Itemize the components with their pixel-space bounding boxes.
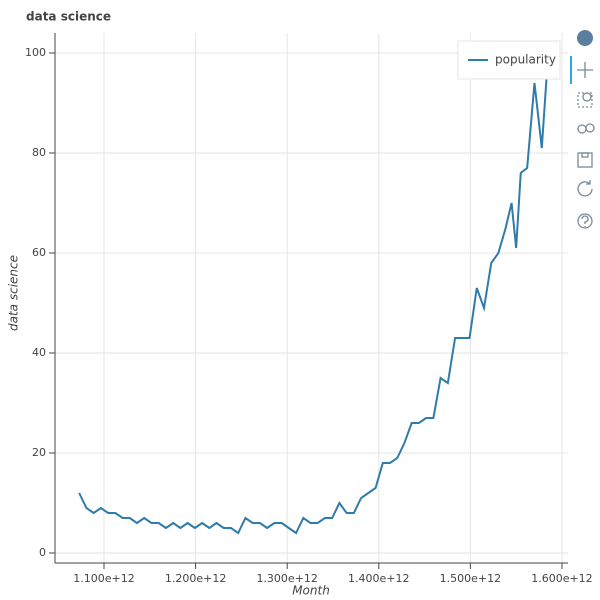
- pan-tool[interactable]: [577, 62, 593, 78]
- y-tick-label: 40: [32, 346, 46, 359]
- x-tick-label: 1.300e+12: [256, 572, 317, 585]
- y-tick-label: 100: [25, 46, 46, 59]
- y-tick-label: 60: [32, 246, 46, 259]
- box-zoom-tool[interactable]: [577, 92, 593, 108]
- x-tick-label: 1.600e+12: [531, 572, 592, 585]
- x-tick-label: 1.500e+12: [440, 572, 501, 585]
- y-tick-label: 20: [32, 446, 46, 459]
- y-tick-label: 80: [32, 146, 46, 159]
- wheel-zoom-tool[interactable]: [577, 123, 595, 134]
- y-axis-label: data science: [7, 255, 21, 331]
- help-tool[interactable]: [577, 213, 593, 229]
- x-tick-label: 1.200e+12: [165, 572, 226, 585]
- legend: popularity: [457, 40, 561, 80]
- toolbar: [570, 30, 595, 229]
- y-tick-label: 0: [39, 546, 46, 559]
- chart-title: data science: [26, 10, 111, 24]
- logo[interactable]: [577, 30, 593, 46]
- x-tick-label: 1.100e+12: [73, 572, 134, 585]
- x-tick-label: 1.400e+12: [348, 572, 409, 585]
- save-tool[interactable]: [577, 152, 593, 168]
- x-axis-label: Month: [292, 584, 330, 598]
- legend-label: popularity: [495, 53, 556, 67]
- reset-tool[interactable]: [577, 180, 593, 197]
- data-line: [78, 52, 550, 535]
